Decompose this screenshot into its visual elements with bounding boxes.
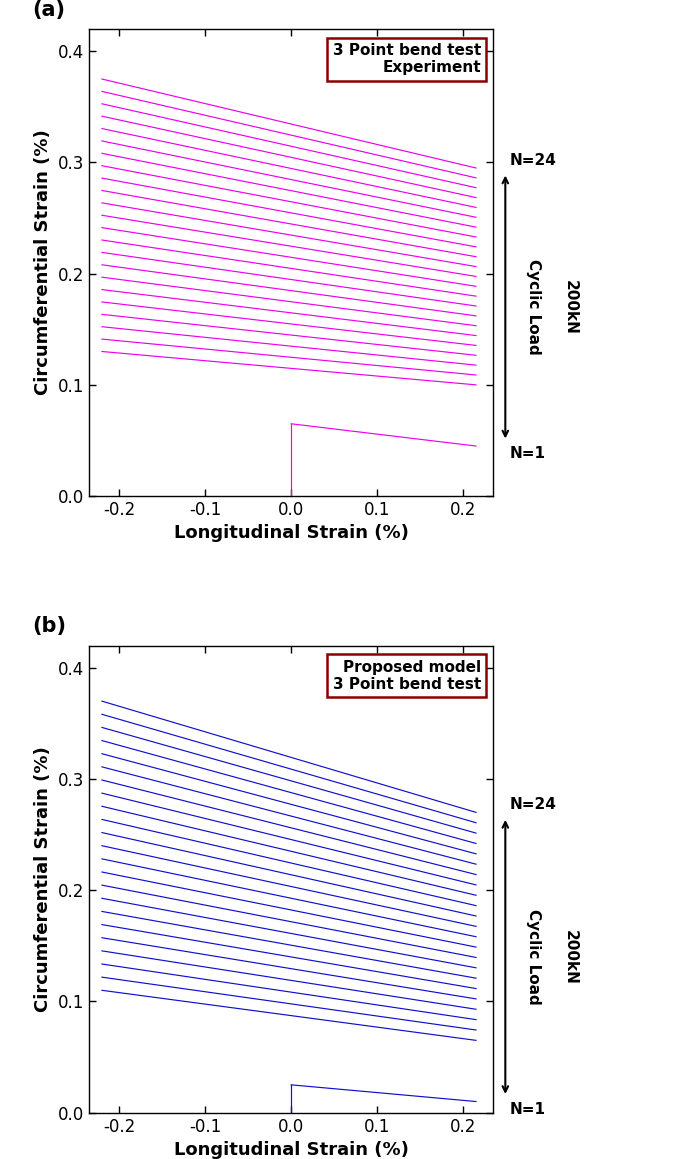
Text: N=24: N=24 <box>510 153 556 168</box>
Text: 200kN: 200kN <box>562 930 577 984</box>
Text: N=1: N=1 <box>510 1101 545 1116</box>
Text: Cyclic Load: Cyclic Load <box>526 909 541 1005</box>
Text: (a): (a) <box>32 0 66 20</box>
Text: 200kN: 200kN <box>562 279 577 335</box>
Text: 3 Point bend test
Experiment: 3 Point bend test Experiment <box>333 43 481 75</box>
Text: Proposed model
3 Point bend test: Proposed model 3 Point bend test <box>333 659 481 692</box>
X-axis label: Longitudinal Strain (%): Longitudinal Strain (%) <box>174 525 408 542</box>
Text: N=24: N=24 <box>510 797 556 812</box>
Text: N=1: N=1 <box>510 446 545 461</box>
Y-axis label: Circumferential Strain (%): Circumferential Strain (%) <box>34 746 52 1012</box>
X-axis label: Longitudinal Strain (%): Longitudinal Strain (%) <box>174 1142 408 1159</box>
Text: (b): (b) <box>32 617 66 636</box>
Y-axis label: Circumferential Strain (%): Circumferential Strain (%) <box>34 130 52 395</box>
Text: Cyclic Load: Cyclic Load <box>526 260 541 355</box>
